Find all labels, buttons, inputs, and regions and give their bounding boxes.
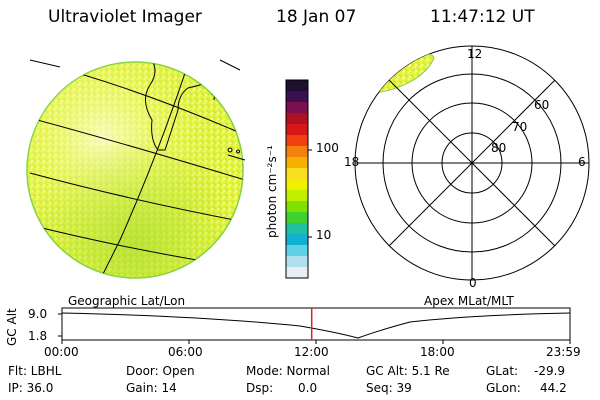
colorbar-segment bbox=[286, 179, 308, 191]
timeline-ytick-1.8: 1.8 bbox=[28, 329, 48, 343]
colorbar-segment bbox=[286, 245, 308, 257]
colorbar-segment bbox=[286, 146, 308, 158]
island-marker bbox=[236, 149, 240, 154]
polar-caption: Apex MLat/MLT bbox=[424, 294, 514, 308]
time-label: 11:47:12 UT bbox=[430, 7, 535, 27]
mlt-label-12: 12 bbox=[467, 47, 483, 61]
colorbar-segment bbox=[286, 223, 308, 235]
mlat-label-80: 80 bbox=[491, 141, 507, 155]
latitude-line bbox=[29, 172, 243, 223]
colorbar-segment bbox=[286, 212, 308, 224]
colorbar-segment bbox=[286, 157, 308, 169]
island-marker bbox=[227, 147, 233, 153]
globe-caption: Geographic Lat/Lon bbox=[68, 294, 186, 308]
gc-alt-status: GC Alt: 5.1 Re bbox=[366, 364, 450, 378]
mlt-meridian bbox=[388, 79, 556, 247]
filter-status: Flt: LBHL bbox=[8, 364, 62, 378]
colorbar-segment bbox=[286, 201, 308, 213]
dsp-value: 0.0 bbox=[298, 381, 318, 395]
glat-value: -29.9 bbox=[534, 364, 566, 378]
mlt-label-6: 6 bbox=[578, 155, 586, 169]
colorbar-segment bbox=[286, 80, 308, 92]
mlt-label-0: 0 bbox=[469, 276, 477, 290]
mlat-label-60: 60 bbox=[534, 98, 550, 112]
timeline-ytick-9: 9.0 bbox=[28, 307, 48, 321]
colorbar-segment bbox=[286, 102, 308, 114]
gain-status: Gain: 14 bbox=[126, 381, 177, 395]
mlt-label-18: 18 bbox=[344, 155, 360, 169]
colorbar-segment bbox=[286, 234, 308, 246]
altitude-curve bbox=[61, 312, 571, 339]
earth-globe-image bbox=[26, 59, 246, 279]
colorbar-segment bbox=[286, 267, 308, 279]
ip-status: IP: 36.0 bbox=[8, 381, 54, 395]
coastline bbox=[145, 62, 216, 151]
colorbar-segment bbox=[286, 113, 308, 125]
glon-value: 44.2 bbox=[540, 381, 567, 395]
colorbar-segment bbox=[286, 135, 308, 147]
colorbar-segment bbox=[286, 256, 308, 268]
longitude-line bbox=[94, 62, 191, 278]
polar-plot bbox=[354, 45, 590, 281]
altitude-timeline bbox=[58, 307, 571, 344]
colorbar-frame bbox=[285, 79, 309, 279]
instrument-title: Ultraviolet Imager bbox=[48, 7, 202, 27]
door-status: Door: Open bbox=[126, 364, 195, 378]
mlat-label-70: 70 bbox=[512, 120, 528, 134]
timeline-xtick-0600: 06:00 bbox=[168, 345, 203, 359]
date-label: 18 Jan 07 bbox=[276, 7, 357, 27]
colorbar bbox=[285, 79, 312, 279]
colorbar-segment bbox=[286, 91, 308, 103]
colorbar-tick-100: 100 bbox=[316, 141, 339, 155]
timeline-xtick-2359: 23:59 bbox=[546, 345, 581, 359]
timeline-ylabel: GC Alt bbox=[5, 308, 19, 346]
colorbar-segment bbox=[286, 168, 308, 180]
timeline-xtick-0000: 00:00 bbox=[44, 345, 79, 359]
seq-status: Seq: 39 bbox=[366, 381, 412, 395]
dsp-label: Dsp: bbox=[246, 381, 274, 395]
colorbar-label: photon cm⁻²s⁻¹ bbox=[265, 145, 279, 238]
mode-status: Mode: Normal bbox=[246, 364, 330, 378]
colorbar-segment bbox=[286, 124, 308, 136]
timeline-xtick-1200: 12:00 bbox=[294, 345, 329, 359]
colorbar-segment bbox=[286, 190, 308, 202]
glat-label: GLat: bbox=[486, 364, 519, 378]
timeline-xtick-1800: 18:00 bbox=[420, 345, 455, 359]
colorbar-tick-10: 10 bbox=[316, 228, 332, 242]
glon-label: GLon: bbox=[486, 381, 521, 395]
latitude-line bbox=[29, 117, 243, 181]
